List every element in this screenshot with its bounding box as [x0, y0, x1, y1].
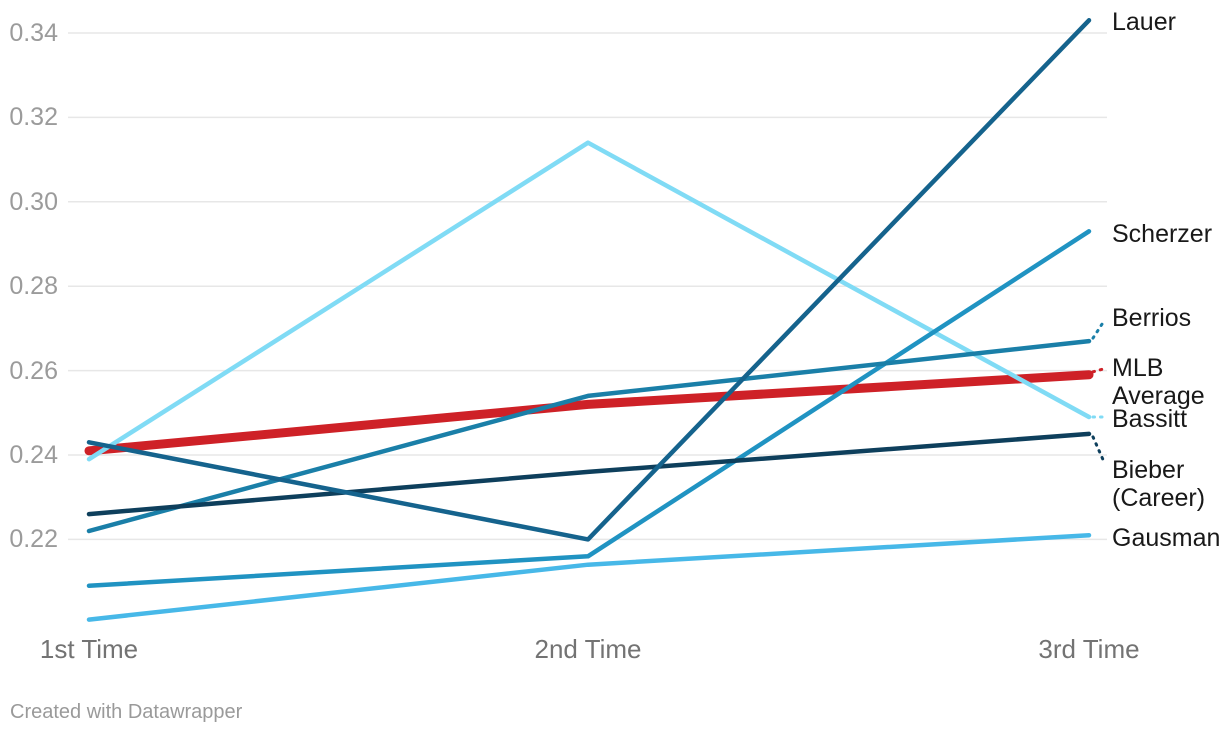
series-label-bassitt: Bassitt	[1112, 405, 1188, 434]
y-tick-label: 0.34	[9, 19, 58, 47]
series-line-berrios	[86, 338, 1092, 534]
series-line-mlb-average	[84, 370, 1094, 456]
x-tick-label: 3rd Time	[1038, 634, 1140, 664]
y-tick-label: 0.28	[9, 272, 58, 301]
y-tick-label: 0.30	[9, 187, 58, 216]
series-line-scherzer	[86, 229, 1092, 589]
attribution-text: Created with Datawrapper	[10, 701, 243, 723]
series-line-bieber-career	[86, 431, 1092, 517]
series-line-lauer	[86, 18, 1092, 542]
y-tick-label: 0.26	[9, 356, 58, 385]
x-tick-label: 2nd Time	[534, 634, 642, 664]
series-line-gausman	[86, 532, 1092, 622]
series-label-lauer: Lauer	[1112, 8, 1176, 37]
y-tick-label: 0.32	[9, 103, 58, 132]
series-label-mlb-average: MLB Average	[1112, 353, 1205, 410]
series-label-bieber-career: Bieber (Career)	[1112, 455, 1206, 512]
series-label-berrios: Berrios	[1112, 304, 1192, 333]
series-label-gausman: Gausman	[1112, 524, 1220, 553]
plot-area	[68, 18, 1107, 622]
y-tick-label: 0.22	[9, 525, 58, 554]
x-tick-label: 1st Time	[39, 634, 139, 664]
y-tick-label: 0.24	[9, 441, 58, 469]
series-label-scherzer: Scherzer	[1112, 220, 1213, 249]
series-line-bassitt	[86, 140, 1092, 462]
series-connector-mlb-average	[1091, 367, 1106, 374]
series-connector-bieber-career	[1091, 435, 1106, 464]
series-connector-berrios	[1091, 319, 1106, 340]
